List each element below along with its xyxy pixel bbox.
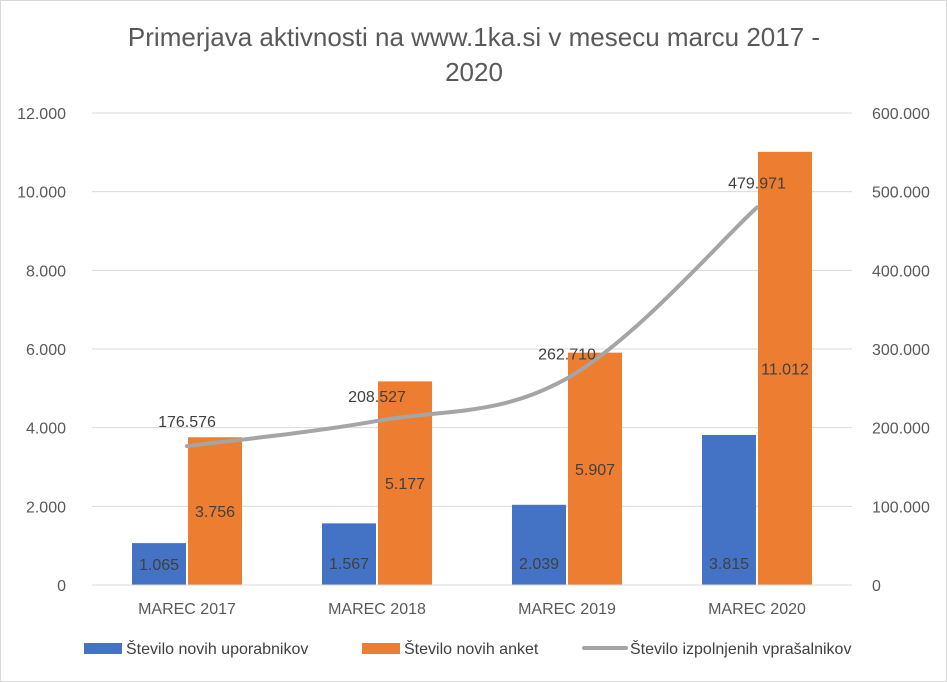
- chart-title: Primerjava aktivnosti na www.1ka.si v me…: [128, 22, 820, 87]
- bar-data-label: 5.907: [575, 462, 615, 479]
- legend-label: Število novih uporabnikov: [126, 639, 308, 658]
- x-axis: MAREC 2017 MAREC 2018 MAREC 2019 MAREC 2020: [92, 584, 852, 618]
- legend-swatch: [362, 643, 400, 654]
- bar-novi-uporabniki: [322, 523, 376, 585]
- line-data-label: 479.971: [728, 175, 786, 192]
- line-data-label: 208.527: [348, 389, 406, 406]
- x-tick-label: MAREC 2018: [328, 601, 426, 618]
- y-right-tick-label: 200.000: [872, 421, 930, 438]
- y-left-tick-label: 12.000: [17, 106, 66, 123]
- y-left-tick-label: 10.000: [17, 185, 66, 202]
- y-right-tick-label: 600.000: [872, 106, 930, 123]
- line-izpolnjeni-vprasalniki: [185, 205, 759, 449]
- bar-novi-uporabniki: [512, 504, 566, 585]
- line-series: [185, 205, 759, 449]
- x-tick-label: MAREC 2019: [518, 601, 616, 618]
- bar-data-label: 5.177: [385, 476, 425, 493]
- bar-data-label: 3.756: [195, 504, 235, 521]
- y-left-tick-label: 4.000: [26, 421, 66, 438]
- y-left-tick-label: 6.000: [26, 342, 66, 359]
- x-tick-label: MAREC 2017: [138, 601, 236, 618]
- legend: Število novih uporabnikov Število novih a…: [84, 639, 851, 658]
- y-axis-right: 0 100.000 200.000 300.000 400.000 500.000 600.…: [872, 106, 930, 595]
- line-data-label: 262.710: [538, 346, 596, 363]
- line-data-label: 176.576: [158, 414, 216, 431]
- bar-nove-ankete: [758, 151, 812, 585]
- y-right-tick-label: 500.000: [872, 185, 930, 202]
- bar-novi-uporabniki: [132, 543, 186, 585]
- bar-data-label: 1.567: [329, 556, 369, 573]
- y-left-tick-label: 2.000: [26, 499, 66, 516]
- bars: [132, 151, 812, 585]
- y-right-tick-label: 0: [872, 578, 881, 595]
- y-right-tick-label: 300.000: [872, 342, 930, 359]
- y-right-tick-label: 100.000: [872, 499, 930, 516]
- bar-data-label: 11.012: [761, 361, 809, 378]
- y-right-tick-label: 400.000: [872, 263, 930, 280]
- x-tick-label: MAREC 2020: [708, 601, 806, 618]
- bar-nove-ankete: [568, 352, 622, 585]
- data-labels: 1.065 3.756 1.567 5.177 2.039 5.907 3.815 11.01…: [139, 175, 809, 574]
- chart-title-line: Primerjava aktivnosti na www.1ka.si v me…: [128, 22, 820, 52]
- legend-swatch: [84, 643, 122, 654]
- y-left-tick-label: 0: [57, 578, 66, 595]
- legend-label: Število novih anket: [404, 639, 539, 658]
- y-axis-left: 0 2.000 4.000 6.000 8.000 10.000 12.000: [17, 106, 66, 595]
- bar-data-label: 2.039: [519, 556, 559, 573]
- bar-data-label: 3.815: [709, 556, 749, 573]
- chart-title-line: 2020: [445, 57, 503, 87]
- bar-nove-ankete: [188, 437, 242, 585]
- bar-novi-uporabniki: [702, 434, 756, 585]
- bar-data-label: 1.065: [139, 557, 179, 574]
- y-left-tick-label: 8.000: [26, 263, 66, 280]
- legend-label: Število izpolnjenih vprašalnikov: [630, 639, 851, 658]
